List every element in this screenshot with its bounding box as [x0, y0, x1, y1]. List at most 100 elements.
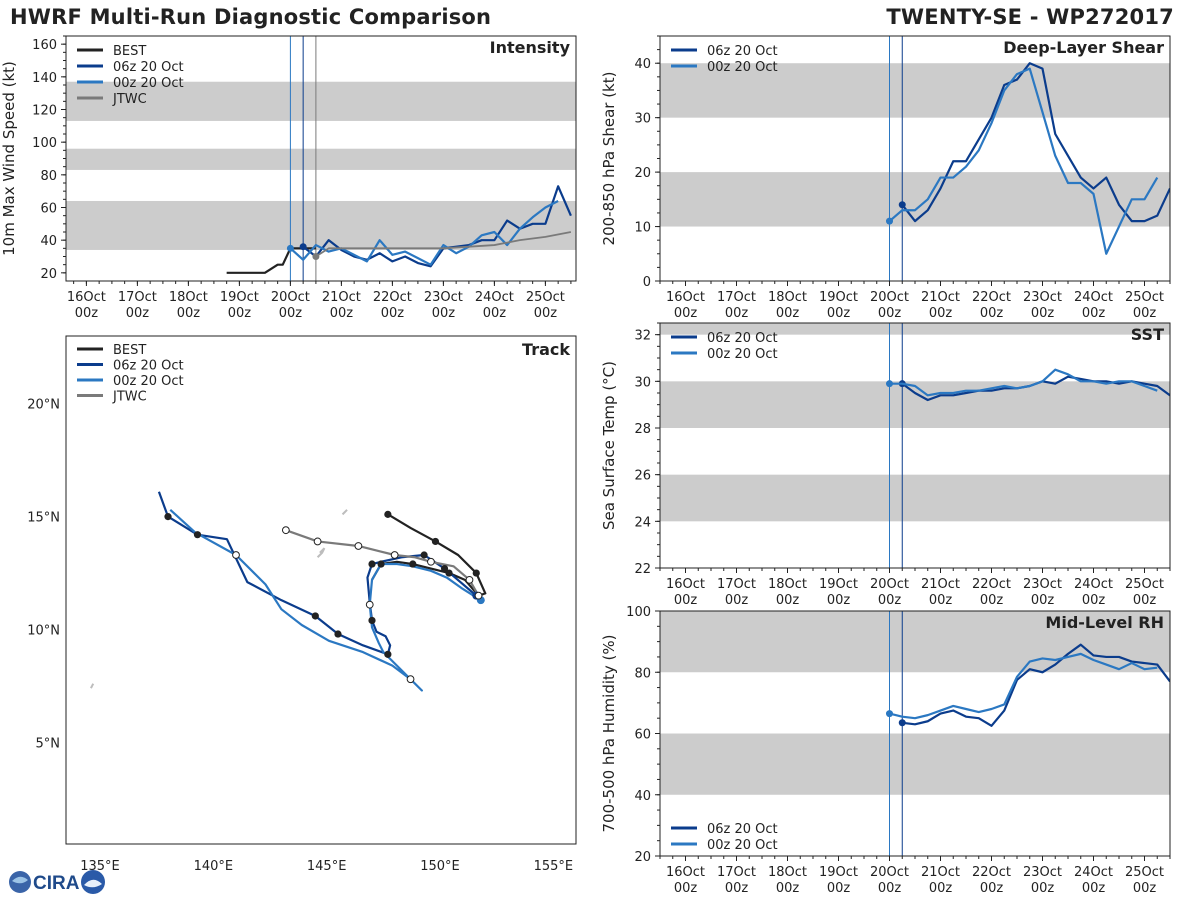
- track-point-06z-20-oct: [311, 612, 319, 620]
- y-tick-label: 20: [634, 166, 651, 181]
- x-tick-label-date: 21Oct: [921, 865, 960, 880]
- y-axis-label: 700-500 hPa Humidity (%): [600, 634, 618, 832]
- y-tick-label: 28: [634, 422, 651, 437]
- x-tick-label-hour: 00z: [827, 593, 851, 608]
- series-start-marker-00z-20-oct: [286, 244, 294, 252]
- x-tick-label-hour: 00z: [980, 306, 1004, 321]
- y-tick-label: 80: [40, 169, 57, 184]
- x-tick-label-hour: 00z: [980, 593, 1004, 608]
- axes-frame: [65, 335, 577, 845]
- y-tick-label: 20: [40, 267, 57, 282]
- x-tick-label-date: 22Oct: [972, 577, 1011, 592]
- x-tick-label-date: 23Oct: [1023, 577, 1062, 592]
- series-line-06z-20-oct: [902, 643, 1170, 727]
- x-tick-label-date: 24Oct: [1074, 290, 1113, 305]
- land-guam-area: [316, 547, 326, 558]
- x-tick-label-hour: 00z: [725, 593, 749, 608]
- series-line-00z-20-oct: [888, 67, 1159, 255]
- panel-title: Deep-Layer Shear: [1003, 38, 1164, 57]
- x-tick-label-date: 18Oct: [768, 865, 807, 880]
- x-tick-label-date: 21Oct: [322, 290, 361, 305]
- legend-label-00z-20-oct: 00z 20 Oct: [707, 838, 778, 853]
- y-tick-label: 30: [634, 375, 651, 390]
- series-group: [886, 643, 1170, 727]
- shade-band-2: [66, 81, 576, 121]
- x-tick-label-date: 16Oct: [666, 290, 705, 305]
- x-tick-label-date: 24Oct: [1074, 577, 1113, 592]
- track-point-open-jtwc: [390, 551, 399, 559]
- x-tick-label-hour: 00z: [674, 593, 698, 608]
- track-point-06z-20-oct: [164, 513, 172, 521]
- x-tick-label-hour: 00z: [674, 306, 698, 321]
- y-tick-label: 60: [40, 202, 57, 217]
- x-tick-label-hour: 00z: [432, 306, 456, 321]
- series-line-06z-20-oct: [302, 185, 572, 268]
- y-tick-label: 100: [626, 605, 651, 620]
- track-point-best: [431, 537, 440, 546]
- x-tick-label-hour: 00z: [483, 306, 507, 321]
- x-tick-label-date: 20Oct: [870, 577, 909, 592]
- track-point-open-00z-20-oct: [232, 551, 240, 559]
- series-start-marker-06z-20-oct: [299, 243, 307, 251]
- y-tick-label: 140: [32, 71, 57, 86]
- x-tick-label-date: 24Oct: [475, 290, 514, 305]
- y-tick-label: 10: [634, 221, 651, 236]
- track-point-06z-20-oct: [368, 560, 376, 568]
- y-tick-label: 40: [40, 234, 57, 249]
- x-tick-label-hour: 00z: [776, 881, 800, 896]
- y-tick-label: 24: [634, 515, 651, 530]
- shade-band-1: [66, 148, 576, 170]
- x-tick-label-date: 20Oct: [870, 865, 909, 880]
- y-tick-label: 0: [643, 275, 651, 290]
- x-tick-label-hour: 00z: [1031, 881, 1055, 896]
- x-tick-label-date: 25Oct: [1125, 290, 1164, 305]
- y-axis-label: 10m Max Wind Speed (kt): [0, 61, 18, 256]
- x-tick-label-hour: 00z: [126, 306, 150, 321]
- panel-intensity: 2040608010012014016016Oct00z17Oct00z18Oc…: [0, 35, 577, 321]
- x-tick-label-hour: 00z: [1031, 306, 1055, 321]
- legend-label-06z-20-oct: 06z 20 Oct: [113, 60, 184, 75]
- legend-label-00z-20-oct: 00z 20 Oct: [113, 374, 184, 389]
- y-tick-label: 80: [634, 666, 651, 681]
- x-tick-label-date: 17Oct: [717, 290, 756, 305]
- track-line-06z-20-oct: [157, 491, 477, 656]
- panel-title: SST: [1131, 325, 1164, 344]
- x-tick-label-date: 17Oct: [717, 865, 756, 880]
- series-line-jtwc: [315, 231, 572, 258]
- track-point-best: [445, 569, 453, 577]
- track-point-open-jtwc: [313, 537, 322, 546]
- track-point-open-jtwc: [354, 542, 363, 550]
- legend-label-06z-20-oct: 06z 20 Oct: [707, 44, 778, 59]
- x-tick-label-hour: 00z: [330, 306, 354, 321]
- y-tick-label: 32: [634, 329, 651, 344]
- y-axis-label: Sea Surface Temp (°C): [600, 361, 618, 530]
- lon-tick-label: 155°E: [534, 859, 574, 874]
- lat-tick-label: 20°N: [27, 398, 60, 413]
- x-tick-label-hour: 00z: [1082, 881, 1106, 896]
- panel-title: Mid-Level RH: [1045, 613, 1164, 632]
- legend-label-00z-20-oct: 00z 20 Oct: [707, 347, 778, 362]
- y-tick-label: 40: [634, 789, 651, 804]
- panel-track: 5°N 10°N 15°N 20°N 135°E 140°E 145°E 150°E 155°E…: [27, 335, 577, 874]
- seal-wave-icon: [84, 879, 102, 888]
- track-point-best: [384, 510, 392, 518]
- lat-tick-label: 10°N: [27, 624, 60, 639]
- track-point-open-00z-20-oct: [365, 600, 374, 609]
- x-tick-label-hour: 00z: [1133, 593, 1157, 608]
- land-saipan-area: [341, 509, 348, 516]
- land-west-islet: [90, 683, 95, 689]
- logo-text: CIRA: [33, 873, 80, 894]
- y-tick-label: 160: [32, 38, 57, 53]
- x-tick-label-date: 25Oct: [1125, 577, 1164, 592]
- y-tick-label: 20: [634, 850, 651, 865]
- x-tick-label-hour: 00z: [929, 881, 953, 896]
- x-tick-label-hour: 00z: [725, 306, 749, 321]
- track-point-06z-20-oct: [193, 531, 202, 539]
- track-point-best: [377, 560, 385, 568]
- legend-label-jtwc: JTWC: [112, 92, 147, 107]
- globe-land-icon: [12, 876, 28, 884]
- track-point-best: [409, 560, 417, 568]
- x-tick-label-hour: 00z: [776, 306, 800, 321]
